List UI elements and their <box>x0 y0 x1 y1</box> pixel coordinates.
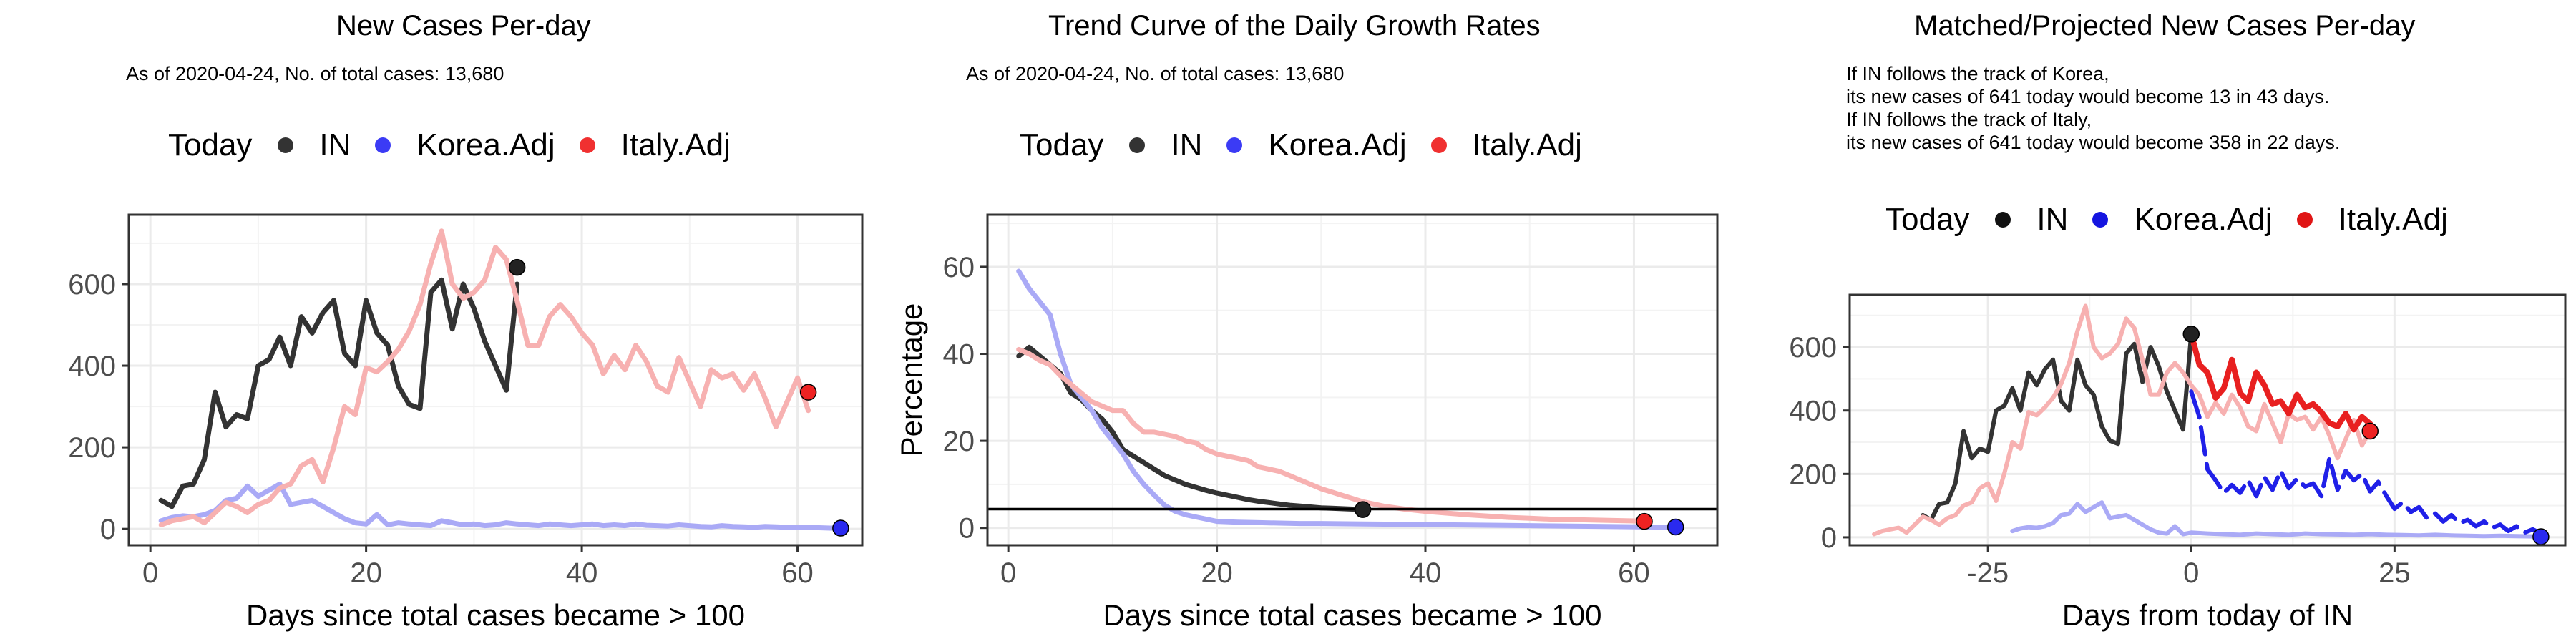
legend-dot-in <box>1995 212 2011 228</box>
legend-title: Today <box>168 127 253 162</box>
today-point-korea-adj <box>832 519 849 537</box>
legend-item-in: IN <box>1129 127 1202 163</box>
legend: Today IN Korea.Adj Italy.Adj <box>1885 202 2472 238</box>
x-axis-title: Days since total cases became > 100 <box>1103 598 1602 632</box>
y-tick-label: 200 <box>68 432 116 464</box>
x-tick-label: 40 <box>1410 557 1442 589</box>
legend-title: Today <box>1885 202 1970 237</box>
legend-label-korea: Korea.Adj <box>1268 127 1407 162</box>
chart-panel-projected: Matched/Projected New Cases Per-day If I… <box>1732 0 2576 644</box>
plot-frame <box>986 213 1719 547</box>
x-tick-label: 25 <box>2379 557 2411 589</box>
today-point-korea-adj <box>1667 518 1684 536</box>
series-line-italy-adj <box>1016 346 1647 525</box>
y-tick-label: 60 <box>943 252 975 283</box>
legend-dot-korea <box>2092 212 2109 228</box>
series-line-italy-adj-projected- <box>2188 331 2373 433</box>
y-tick-label: 400 <box>68 351 116 382</box>
series-line-korea-adj-projected- <box>2189 389 2543 536</box>
x-tick-label: -25 <box>1967 557 2009 589</box>
legend-item-italy: Italy.Adj <box>1430 127 1582 163</box>
legend-dot-in <box>278 137 294 153</box>
x-tick-label: 40 <box>566 557 598 589</box>
series-line-korea-adj <box>158 481 844 531</box>
series-line-korea-adj-matched- <box>2010 500 2543 539</box>
note-line: If IN follows the track of Korea, <box>1846 63 2109 84</box>
legend-item-korea: Korea.Adj <box>375 127 555 163</box>
y-axis-title: Percentage <box>894 303 928 457</box>
legend-dot-in <box>1129 137 1146 153</box>
plot-frame <box>1848 293 2567 547</box>
legend: Today IN Korea.Adj Italy.Adj <box>168 127 755 163</box>
today-point-italy-adj <box>1636 512 1653 530</box>
x-tick-label: 60 <box>1618 557 1650 589</box>
x-axis-title: Days from today of IN <box>2062 598 2353 632</box>
series-line-italy-adj <box>158 228 811 527</box>
series-line-in <box>1016 344 1366 512</box>
y-tick-label: 0 <box>100 514 116 545</box>
x-tick-label: 0 <box>2183 557 2199 589</box>
today-point-italy-adj <box>2361 422 2379 440</box>
x-tick-label: 20 <box>1201 557 1233 589</box>
legend-label-italy: Italy.Adj <box>1472 127 1582 162</box>
today-point-korea-adj <box>2532 528 2550 545</box>
series-line-in <box>158 277 520 509</box>
legend-item-in: IN <box>278 127 351 163</box>
legend-item-korea: Korea.Adj <box>1226 127 1407 163</box>
y-tick-label: 600 <box>68 269 116 301</box>
y-tick-label: 0 <box>1821 522 1837 554</box>
plot-frame <box>127 213 864 547</box>
chart-subtitle: As of 2020-04-24, No. of total cases: 13… <box>966 63 1345 84</box>
legend-dot-korea <box>375 137 391 153</box>
x-tick-label: 60 <box>781 557 814 589</box>
legend-dot-italy <box>579 137 595 153</box>
legend-item-korea: Korea.Adj <box>2092 202 2273 238</box>
chart-panel-new-cases: New Cases Per-day As of 2020-04-24, No. … <box>0 0 880 644</box>
plot-area: 0 20 40 60 0 20 40 60 Days since total cases bec… <box>894 213 1719 632</box>
y-tick-label: 0 <box>959 513 975 545</box>
note-line: its new cases of 641 today would become … <box>1846 86 2330 107</box>
today-point-italy-adj <box>799 384 817 401</box>
legend-dot-korea <box>1226 137 1243 153</box>
chart-title: New Cases Per-day <box>336 10 591 42</box>
series-line-korea-adj <box>1016 268 1679 530</box>
x-axis-title: Days since total cases became > 100 <box>246 598 745 632</box>
legend-label-korea: Korea.Adj <box>416 127 555 162</box>
chart-title: Matched/Projected New Cases Per-day <box>1914 10 2416 42</box>
legend-dot-italy <box>1430 137 1447 153</box>
legend-label-in: IN <box>319 127 351 162</box>
legend-item-italy: Italy.Adj <box>2296 202 2448 238</box>
x-tick-label: 0 <box>142 557 158 589</box>
legend-label-italy: Italy.Adj <box>620 127 731 162</box>
legend: Today IN Korea.Adj Italy.Adj <box>1020 127 1606 163</box>
chart-title: Trend Curve of the Daily Growth Rates <box>1048 10 1541 42</box>
legend-label-italy: Italy.Adj <box>2338 202 2448 237</box>
plot-area: -25 0 25 0 200 400 600 Days from today of IN <box>1789 293 2567 632</box>
chart-subtitle: As of 2020-04-24, No. of total cases: 13… <box>126 63 504 84</box>
series-line-italy-adj-matched- <box>1872 303 2373 537</box>
today-point-in <box>1354 501 1372 518</box>
legend-label-korea: Korea.Adj <box>2134 202 2273 237</box>
x-tick-label: 0 <box>1000 557 1016 589</box>
legend-item-italy: Italy.Adj <box>579 127 731 163</box>
y-tick-label: 600 <box>1789 332 1837 364</box>
x-tick-label: 20 <box>350 557 382 589</box>
y-tick-label: 40 <box>943 339 975 371</box>
legend-title: Today <box>1020 127 1104 162</box>
legend-label-in: IN <box>2036 202 2069 237</box>
y-tick-label: 200 <box>1789 459 1837 490</box>
note-line: If IN follows the track of Italy, <box>1846 109 2092 130</box>
legend-label-in: IN <box>1171 127 1203 162</box>
legend-dot-italy <box>2296 212 2313 228</box>
today-point-in <box>2182 326 2200 343</box>
y-tick-label: 20 <box>943 426 975 457</box>
note-line: its new cases of 641 today would become … <box>1846 132 2341 153</box>
today-point-in <box>508 258 526 276</box>
legend-item-in: IN <box>1995 202 2068 238</box>
chart-panel-growth-rates: Trend Curve of the Daily Growth Rates As… <box>880 0 1732 644</box>
y-tick-label: 400 <box>1789 396 1837 427</box>
series-line-in <box>1921 331 2194 522</box>
